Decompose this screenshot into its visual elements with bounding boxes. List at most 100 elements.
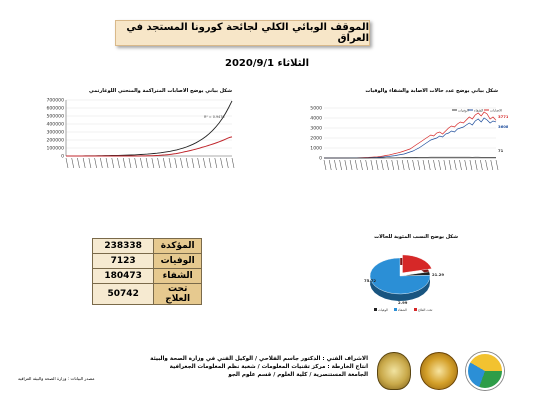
stats-row: 7123 الوفيات	[91, 253, 202, 269]
stat-value: 180473	[91, 268, 155, 284]
date-tick-mark	[225, 157, 229, 169]
y-tick-label: 700000	[46, 98, 64, 104]
legend-swatch	[394, 308, 397, 311]
date-tick-mark	[214, 157, 218, 169]
date-tick-mark	[82, 157, 86, 169]
y-tick-label: 0	[319, 156, 322, 162]
trend-line	[66, 100, 233, 157]
date-tick-mark	[185, 157, 189, 169]
date-tick-mark	[203, 157, 206, 169]
university-logo	[377, 352, 411, 390]
date-tick-mark	[334, 159, 337, 171]
date-tick-mark	[168, 157, 172, 169]
date-tick-mark	[443, 159, 447, 171]
legend-swatch	[414, 308, 417, 311]
series-end-label: 71	[498, 148, 504, 153]
date-tick-mark	[71, 157, 75, 169]
date-tick-mark	[354, 159, 358, 171]
y-tick-label: 1000	[310, 146, 322, 152]
date-tick-mark	[344, 159, 348, 171]
y-tick-label: 500000	[46, 114, 64, 120]
date-tick-mark	[360, 159, 363, 171]
cumulative-chart-panel: شكل بياني يوضح الاصابات المتراكمة والمنح…	[28, 88, 238, 200]
y-tick-label: 4000	[310, 116, 322, 122]
date-tick-mark	[381, 159, 384, 171]
date-tick-mark	[396, 159, 400, 171]
credit-line: الاشراف الفني : الدكتور جاسم الفلاحي / ا…	[150, 356, 368, 362]
stat-label: الشفاء	[153, 268, 202, 284]
date-tick-mark	[94, 157, 97, 169]
page-title: الموقف الوبائي الكلي لجائحة كورونا المست…	[126, 22, 369, 44]
credit-line: انتاج الخارطة : مركز تقنيات المعلومات / …	[169, 364, 368, 370]
date-tick-mark	[480, 159, 483, 171]
date-tick-mark	[134, 157, 137, 169]
daily-chart: 5000 4000 3000 2000 1000 0 الاصابات الشفاء الوفي…	[310, 106, 509, 171]
date-tick-mark	[438, 159, 441, 171]
date-tick-mark	[122, 157, 126, 169]
date-tick-mark	[422, 159, 426, 171]
pie-value-label: 21.29	[432, 272, 444, 277]
stat-value: 7123	[91, 253, 155, 269]
r-squared-label: R² = 0.9476	[204, 115, 225, 119]
date-tick-mark	[117, 157, 120, 169]
credits-block: الاشراف الفني : الدكتور جاسم الفلاحي / ا…	[150, 355, 368, 379]
date-tick-mark	[100, 157, 103, 169]
date-tick-mark	[448, 159, 452, 171]
college-logo	[420, 352, 458, 390]
pie-chart-panel: شكل يوضح النسب المئوية للحالات 21.29 2.99…	[352, 224, 472, 314]
deaths-line	[324, 156, 496, 159]
date-tick-mark	[386, 159, 389, 171]
date-tick-mark	[323, 159, 327, 171]
date-tick-mark	[433, 159, 436, 171]
stat-value: 238338	[91, 238, 155, 254]
y-tick-label: 3000	[310, 126, 322, 132]
date-tick-mark	[328, 159, 332, 171]
legend-label: الوفيات	[458, 109, 469, 113]
pie-slice	[369, 257, 431, 295]
date-tick-mark	[220, 157, 223, 169]
credit-line: الجامعة المستنصرية / كلية العلوم / قسم ع…	[228, 372, 368, 378]
date-tick-mark	[105, 157, 109, 169]
stat-label: تحت العلاج	[153, 283, 202, 305]
y-tick-label: 300000	[46, 130, 64, 136]
date-tick-mark	[401, 159, 405, 171]
date-tick-mark	[191, 157, 195, 169]
date-tick-mark	[88, 157, 92, 169]
pie-chart: 21.29 2.99 75.72 الوفيات الشفاء تحت العلاج	[364, 254, 444, 312]
cumulative-chart-title: شكل بياني يوضح الاصابات المتراكمة والمنح…	[89, 88, 232, 94]
date-tick-mark	[231, 157, 235, 169]
cumulative-line	[66, 136, 233, 157]
date-tick-mark	[459, 159, 462, 171]
daily-chart-title: شكل بياني يوضح عدد حالات الاصابة والشفاء…	[365, 88, 498, 94]
date-tick-mark	[417, 159, 421, 171]
date-tick-mark	[490, 159, 494, 171]
stats-row: 180473 الشفاء	[91, 268, 202, 284]
date-tick-mark	[157, 157, 160, 169]
date-tick-mark	[474, 159, 478, 171]
date-tick-mark	[145, 157, 149, 169]
date-tick-mark	[454, 159, 457, 171]
date-tick-mark	[180, 157, 183, 169]
y-tick-label: 2000	[310, 136, 322, 142]
y-tick-label: 100000	[46, 146, 64, 152]
department-logo	[466, 352, 504, 390]
date-tick-mark	[349, 159, 353, 171]
date-tick-mark	[365, 159, 368, 171]
date-tick-mark	[339, 159, 342, 171]
date-tick-mark	[485, 159, 488, 171]
pie-value-label: 2.99	[398, 300, 408, 305]
date-tick-mark	[140, 157, 143, 169]
stat-label: المؤكدة	[153, 238, 202, 254]
date-tick-mark	[370, 159, 374, 171]
date-tick-mark	[427, 159, 431, 171]
legend-swatch	[374, 308, 377, 311]
date-tick-mark	[174, 157, 178, 169]
date-tick-mark	[412, 159, 415, 171]
stat-label: الوفيات	[153, 253, 202, 269]
page-date: الثلاثاء 2020/9/1	[224, 58, 310, 69]
date-tick-mark	[464, 159, 468, 171]
daily-chart-panel: شكل بياني يوضح عدد حالات الاصابة والشفاء…	[300, 88, 509, 200]
date-tick-mark	[65, 157, 69, 169]
date-tick-mark	[151, 157, 155, 169]
legend-label: الشفاء	[398, 308, 407, 312]
